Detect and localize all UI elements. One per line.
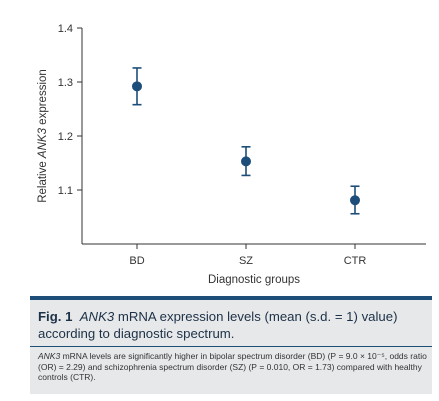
data-point [350,195,360,206]
caption-top-rule [30,296,432,300]
x-tick-label: CTR [344,255,367,267]
figure-description-gene: ANK3 [38,351,61,361]
figure-description-text: mRNA levels are significantly higher in … [38,351,427,382]
x-tick-label: BD [129,255,144,267]
y-axis-title-gene: ANK3 [37,127,49,159]
y-tick-label: 1.4 [58,23,73,35]
data-point [241,156,251,167]
x-axis-title: Diagnostic groups [208,274,300,286]
y-tick-label: 1.2 [58,131,73,143]
y-tick-label: 1.1 [58,185,73,197]
figure-caption-box: Fig. 1 ANK3 mRNA expression levels (mean… [30,296,432,394]
figure-title-text: mRNA expression levels (mean (s.d. = 1) … [38,309,398,341]
y-tick-label: 1.3 [58,77,73,89]
figure-title: Fig. 1 ANK3 mRNA expression levels (mean… [38,308,426,342]
y-axis-title: Relative ANK3 expression [37,69,49,203]
data-point [132,81,142,92]
figure-title-gene: ANK3 [79,309,115,324]
y-axis-title-pre: Relative [37,158,49,203]
y-axis-title-post: expression [37,69,49,128]
figure-number: Fig. 1 [38,309,73,324]
chart: 1.1 1.2 1.3 1.4 BD SZ CTR Diagnostic groups Re… [37,23,426,286]
caption-separator [30,346,432,347]
figure-description: ANK3 mRNA levels are significantly highe… [38,351,428,383]
x-tick-label: SZ [239,255,253,267]
